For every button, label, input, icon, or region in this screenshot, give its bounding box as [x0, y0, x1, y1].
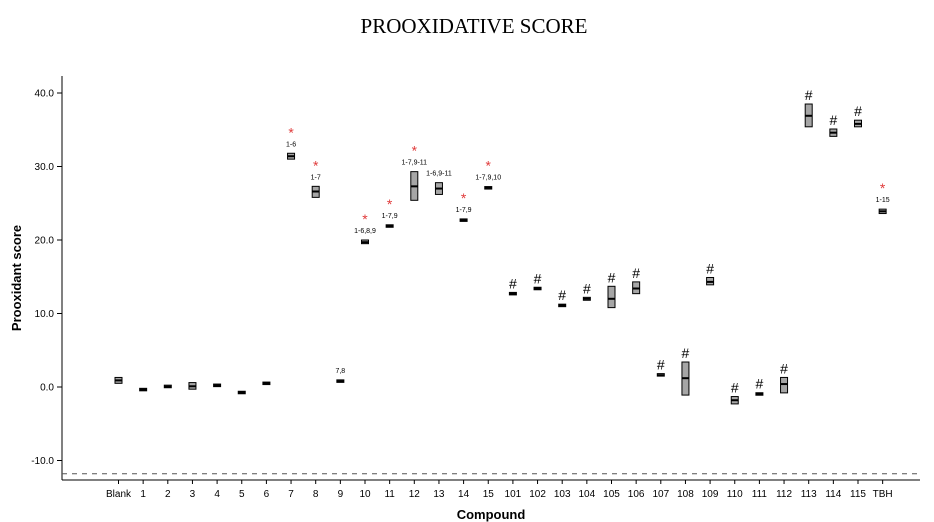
hash-mark-114: #: [829, 112, 837, 128]
annotation-label-11: 1-7,9: [382, 213, 398, 220]
box-105: [607, 285, 616, 309]
x-tick-label: 103: [554, 489, 571, 500]
significance-star-7: *: [288, 124, 294, 140]
x-tick-label: 15: [483, 489, 495, 500]
x-tick-label: 4: [214, 489, 220, 500]
annotation-label-13: 1-6,9-11: [426, 171, 452, 178]
x-tick-label: 102: [529, 489, 546, 500]
hash-mark-105: #: [608, 269, 616, 285]
chart-title: PROOXIDATIVE SCORE: [361, 14, 588, 38]
annotation-label-15: 1-7,9,10: [475, 175, 501, 182]
x-tick-label: 2: [165, 489, 171, 500]
y-tick-label: -10.0: [31, 456, 54, 467]
annotation-label-9: 7,8: [335, 368, 345, 375]
y-axis-ticks: -10.0 0.0 10.0 20.0 30.0 40.0: [31, 89, 62, 467]
y-tick-label: 10.0: [35, 309, 55, 320]
hash-mark-108: #: [682, 345, 690, 361]
x-tick-label: 112: [776, 489, 792, 500]
x-tick-label: 13: [433, 489, 445, 500]
hash-mark-115: #: [854, 103, 862, 119]
hash-mark-110: #: [731, 380, 739, 396]
significance-star-TBH: *: [880, 180, 886, 196]
x-tick-label: 105: [603, 489, 620, 500]
significance-annotations: 1-6*1-7*7,81-6,8,9* 1-7,9*1-7,9-11*1-6,9-…: [286, 87, 890, 396]
x-tick-label: 101: [505, 489, 522, 500]
annotation-label-7: 1-6: [286, 141, 296, 148]
x-tick-label: Blank: [106, 489, 132, 500]
x-tick-label: 12: [409, 489, 421, 500]
annotation-label-TBH: 1-15: [876, 197, 890, 204]
x-tick-label: 6: [264, 489, 270, 500]
significance-star-11: *: [387, 196, 393, 212]
hash-mark-112: #: [780, 360, 788, 376]
hash-mark-104: #: [583, 280, 591, 296]
x-tick-label: 109: [702, 489, 719, 500]
y-tick-label: 0.0: [40, 383, 54, 394]
x-tick-label: 7: [288, 489, 294, 500]
significance-star-12: *: [412, 143, 418, 159]
hash-mark-111: #: [756, 376, 764, 392]
x-tick-label: 11: [384, 489, 395, 500]
x-tick-label: 8: [313, 489, 319, 500]
x-axis-ticks: Blank 1 2 3 4 5 6 7 8 9 10 11 12 13 14 15 101 102 103 104 10…: [106, 480, 893, 500]
annotation-label-14: 1-7,9: [456, 207, 472, 214]
box-plots: [114, 103, 887, 405]
significance-star-10: *: [362, 211, 368, 227]
x-tick-label: 14: [458, 489, 470, 500]
x-tick-label: 114: [825, 489, 841, 500]
x-tick-label: 5: [239, 489, 245, 500]
y-tick-label: 30.0: [35, 162, 55, 173]
hash-mark-103: #: [558, 287, 566, 303]
x-tick-label: 3: [190, 489, 196, 500]
x-tick-label: 108: [677, 489, 694, 500]
x-tick-label: 113: [801, 489, 817, 500]
x-tick-label: 115: [850, 489, 866, 500]
box-112: [780, 376, 789, 394]
x-tick-label: 104: [579, 489, 596, 500]
x-tick-label: TBH: [873, 489, 893, 500]
y-tick-label: 20.0: [35, 236, 55, 247]
y-tick-label: 40.0: [35, 89, 55, 100]
x-axis-label: Compound: [457, 507, 526, 522]
annotation-label-12: 1-7,9-11: [402, 160, 428, 167]
x-tick-label: 110: [727, 489, 743, 500]
hash-mark-107: #: [657, 357, 665, 373]
hash-mark-102: #: [534, 270, 542, 286]
hash-mark-113: #: [805, 87, 813, 103]
hash-mark-106: #: [632, 265, 640, 281]
significance-star-8: *: [313, 157, 319, 173]
x-tick-label: 9: [338, 489, 344, 500]
hash-mark-109: #: [706, 260, 714, 276]
significance-star-15: *: [486, 158, 492, 174]
y-axis-label: Prooxidant score: [9, 225, 24, 331]
x-tick-label: 1: [140, 489, 146, 500]
x-tick-label: 106: [628, 489, 645, 500]
x-tick-label: 10: [359, 489, 371, 500]
significance-star-14: *: [461, 190, 467, 206]
annotation-label-8: 1-7: [311, 174, 321, 181]
annotation-label-10: 1-6,8,9: [354, 228, 376, 235]
x-tick-label: 111: [752, 489, 768, 500]
x-tick-label: 107: [652, 489, 669, 500]
hash-mark-101: #: [509, 275, 517, 291]
